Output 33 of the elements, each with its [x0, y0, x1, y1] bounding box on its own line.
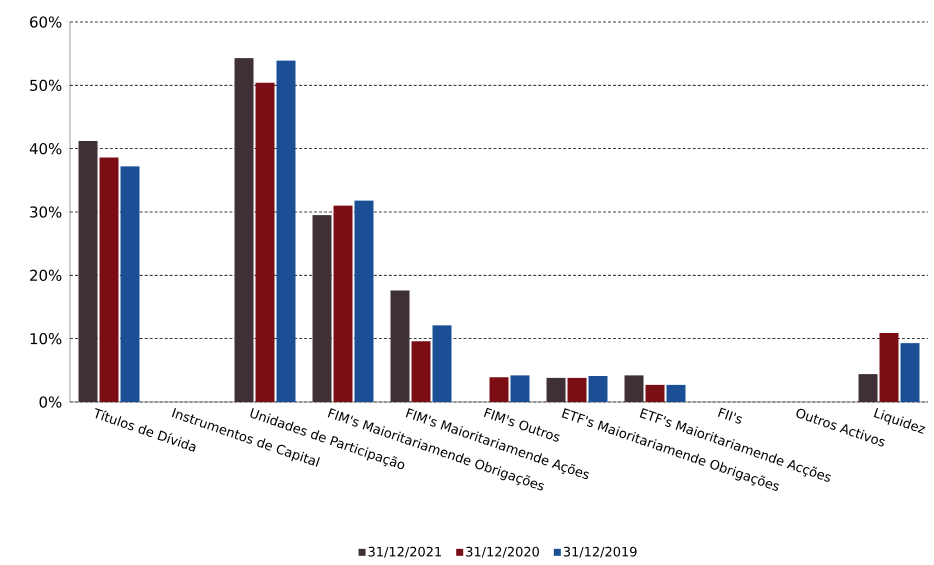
- bar: [510, 375, 530, 402]
- bar: [256, 82, 275, 402]
- bar: [490, 377, 509, 402]
- bar: [432, 325, 452, 402]
- bar: [412, 341, 431, 402]
- legend-label: 31/12/2020: [466, 546, 539, 558]
- bar: [588, 376, 608, 402]
- y-tick-label: 30%: [30, 206, 62, 218]
- bar: [334, 206, 353, 402]
- bar: [120, 166, 140, 402]
- bar: [666, 384, 686, 402]
- bar: [100, 158, 119, 402]
- y-tick-label: 10%: [30, 333, 62, 344]
- bar: [880, 332, 899, 402]
- bar: [624, 375, 644, 402]
- bar: [354, 200, 374, 402]
- legend-label: 31/12/2019: [564, 546, 637, 558]
- bar: [390, 290, 410, 402]
- legend-label: 31/12/2021: [368, 546, 441, 558]
- y-tick-label: 0%: [40, 396, 62, 408]
- bar: [568, 378, 587, 402]
- bar: [234, 58, 254, 402]
- bar: [276, 60, 296, 402]
- bar: [646, 384, 665, 402]
- bar: [858, 374, 878, 402]
- bar: [78, 141, 98, 402]
- bar: [312, 215, 332, 402]
- y-tick-label: 60%: [30, 16, 62, 28]
- y-tick-label: 20%: [30, 270, 62, 281]
- bar: [900, 343, 920, 402]
- bar: [546, 378, 566, 402]
- y-tick-label: 50%: [30, 80, 62, 91]
- y-tick-label: 40%: [30, 143, 62, 154]
